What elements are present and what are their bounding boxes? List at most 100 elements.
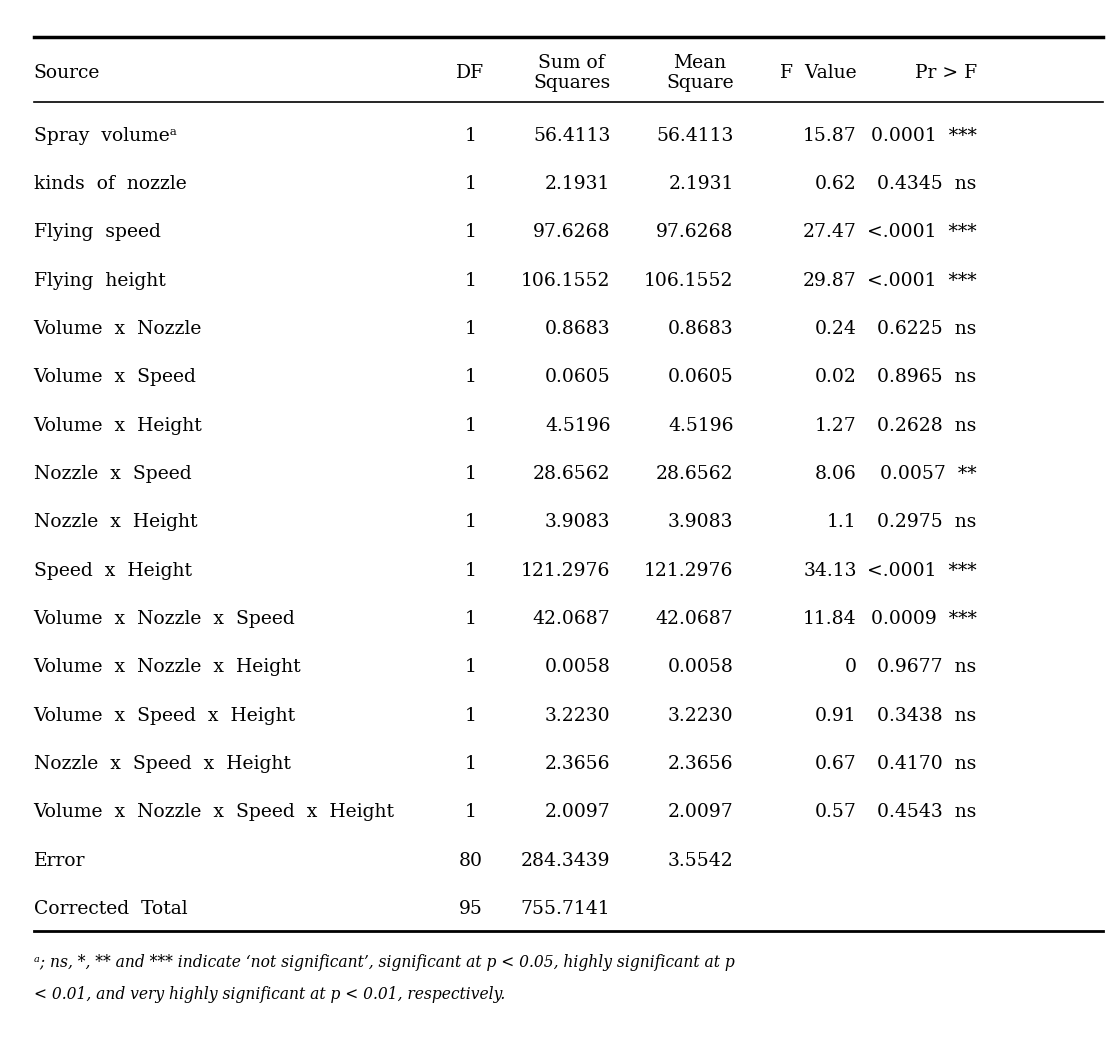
Text: Spray  volumeᵃ: Spray volumeᵃ <box>34 127 177 145</box>
Text: 1: 1 <box>465 465 476 483</box>
Text: 97.6268: 97.6268 <box>533 223 610 242</box>
Text: Flying  speed: Flying speed <box>34 223 160 242</box>
Text: 42.0687: 42.0687 <box>533 610 610 628</box>
Text: 95: 95 <box>458 899 483 917</box>
Text: 11.84: 11.84 <box>803 610 857 628</box>
Text: Volume  x  Speed: Volume x Speed <box>34 368 196 386</box>
Text: 121.2976: 121.2976 <box>644 562 734 580</box>
Text: Speed  x  Height: Speed x Height <box>34 562 192 580</box>
Text: 0.3438  ns: 0.3438 ns <box>877 707 977 725</box>
Text: 0.8683: 0.8683 <box>544 320 610 338</box>
Text: <.0001  ***: <.0001 *** <box>867 223 977 242</box>
Text: Volume  x  Speed  x  Height: Volume x Speed x Height <box>34 707 296 725</box>
Text: Nozzle  x  Speed: Nozzle x Speed <box>34 465 192 483</box>
Text: 755.7141: 755.7141 <box>521 899 610 917</box>
Text: 28.6562: 28.6562 <box>656 465 734 483</box>
Text: 0.0605: 0.0605 <box>544 368 610 386</box>
Text: 2.0097: 2.0097 <box>544 804 610 822</box>
Text: 2.3656: 2.3656 <box>669 755 734 773</box>
Text: 1: 1 <box>465 755 476 773</box>
Text: 1: 1 <box>465 320 476 338</box>
Text: 4.5196: 4.5196 <box>545 417 610 434</box>
Text: 0.0058: 0.0058 <box>544 659 610 676</box>
Text: 0: 0 <box>844 659 857 676</box>
Text: 0.62: 0.62 <box>815 176 857 194</box>
Text: Mean
Square: Mean Square <box>666 54 734 93</box>
Text: 1: 1 <box>465 223 476 242</box>
Text: 1: 1 <box>465 176 476 194</box>
Text: 2.1931: 2.1931 <box>669 176 734 194</box>
Text: 0.2975  ns: 0.2975 ns <box>877 513 977 531</box>
Text: <.0001  ***: <.0001 *** <box>867 562 977 580</box>
Text: 8.06: 8.06 <box>815 465 857 483</box>
Text: 3.9083: 3.9083 <box>545 513 610 531</box>
Text: F  Value: F Value <box>781 64 857 82</box>
Text: 3.9083: 3.9083 <box>669 513 734 531</box>
Text: 0.8965  ns: 0.8965 ns <box>877 368 977 386</box>
Text: Volume  x  Nozzle  x  Speed: Volume x Nozzle x Speed <box>34 610 296 628</box>
Text: Source: Source <box>34 64 100 82</box>
Text: 97.6268: 97.6268 <box>656 223 734 242</box>
Text: 4.5196: 4.5196 <box>669 417 734 434</box>
Text: 27.47: 27.47 <box>803 223 857 242</box>
Text: Corrected  Total: Corrected Total <box>34 899 187 917</box>
Text: 0.0058: 0.0058 <box>668 659 734 676</box>
Text: < 0.01, and very highly significant at p < 0.01, respectively.: < 0.01, and very highly significant at p… <box>34 987 505 1004</box>
Text: 28.6562: 28.6562 <box>533 465 610 483</box>
Text: Volume  x  Nozzle  x  Height: Volume x Nozzle x Height <box>34 659 301 676</box>
Text: 1: 1 <box>465 368 476 386</box>
Text: 1: 1 <box>465 417 476 434</box>
Text: Volume  x  Height: Volume x Height <box>34 417 203 434</box>
Text: 0.2628  ns: 0.2628 ns <box>877 417 977 434</box>
Text: 0.0605: 0.0605 <box>668 368 734 386</box>
Text: 1: 1 <box>465 127 476 145</box>
Text: <.0001  ***: <.0001 *** <box>867 271 977 289</box>
Text: 3.5542: 3.5542 <box>668 851 734 870</box>
Text: 106.1552: 106.1552 <box>644 271 734 289</box>
Text: Flying  height: Flying height <box>34 271 166 289</box>
Text: ᵃ; ns, *, ** and *** indicate ‘not significant’, significant at p < 0.05, highly: ᵃ; ns, *, ** and *** indicate ‘not signi… <box>34 954 735 971</box>
Text: 42.0687: 42.0687 <box>656 610 734 628</box>
Text: 1: 1 <box>465 562 476 580</box>
Text: 0.67: 0.67 <box>815 755 857 773</box>
Text: Volume  x  Nozzle: Volume x Nozzle <box>34 320 202 338</box>
Text: 80: 80 <box>458 851 483 870</box>
Text: Volume  x  Nozzle  x  Speed  x  Height: Volume x Nozzle x Speed x Height <box>34 804 394 822</box>
Text: 0.0001  ***: 0.0001 *** <box>870 127 977 145</box>
Text: 121.2976: 121.2976 <box>521 562 610 580</box>
Text: Error: Error <box>34 851 85 870</box>
Text: 106.1552: 106.1552 <box>521 271 610 289</box>
Text: 3.2230: 3.2230 <box>544 707 610 725</box>
Text: Pr > F: Pr > F <box>915 64 977 82</box>
Text: 0.4345  ns: 0.4345 ns <box>877 176 977 194</box>
Text: Nozzle  x  Height: Nozzle x Height <box>34 513 197 531</box>
Text: 34.13: 34.13 <box>803 562 857 580</box>
Text: 0.24: 0.24 <box>815 320 857 338</box>
Text: 1.27: 1.27 <box>815 417 857 434</box>
Text: 0.91: 0.91 <box>815 707 857 725</box>
Text: 0.8683: 0.8683 <box>668 320 734 338</box>
Text: 0.9677  ns: 0.9677 ns <box>877 659 977 676</box>
Text: 0.0057  **: 0.0057 ** <box>880 465 977 483</box>
Text: 1: 1 <box>465 804 476 822</box>
Text: 2.0097: 2.0097 <box>668 804 734 822</box>
Text: 0.02: 0.02 <box>815 368 857 386</box>
Text: 29.87: 29.87 <box>803 271 857 289</box>
Text: 1.1: 1.1 <box>828 513 857 531</box>
Text: 2.1931: 2.1931 <box>545 176 610 194</box>
Text: Nozzle  x  Speed  x  Height: Nozzle x Speed x Height <box>34 755 290 773</box>
Text: 15.87: 15.87 <box>803 127 857 145</box>
Text: kinds  of  nozzle: kinds of nozzle <box>34 176 186 194</box>
Text: 56.4113: 56.4113 <box>533 127 610 145</box>
Text: 0.4543  ns: 0.4543 ns <box>877 804 977 822</box>
Text: 1: 1 <box>465 707 476 725</box>
Text: 2.3656: 2.3656 <box>545 755 610 773</box>
Text: DF: DF <box>456 64 485 82</box>
Text: 284.3439: 284.3439 <box>521 851 610 870</box>
Text: 56.4113: 56.4113 <box>656 127 734 145</box>
Text: 1: 1 <box>465 610 476 628</box>
Text: 0.4170  ns: 0.4170 ns <box>877 755 977 773</box>
Text: 1: 1 <box>465 659 476 676</box>
Text: 1: 1 <box>465 513 476 531</box>
Text: 0.0009  ***: 0.0009 *** <box>870 610 977 628</box>
